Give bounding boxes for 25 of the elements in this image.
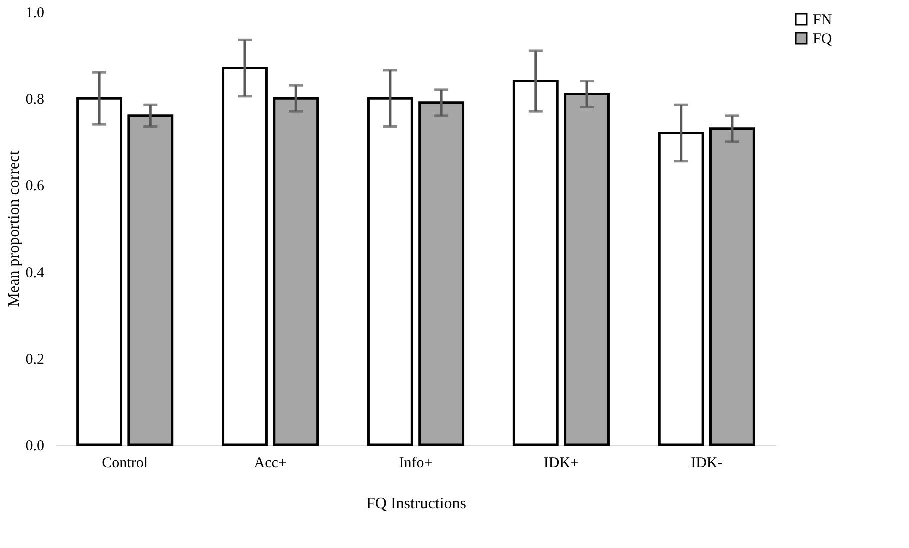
y-tick-label: 0.4 [26,265,45,282]
bar [512,80,559,446]
bar [76,97,123,446]
x-tick-label: IDK- [691,456,723,472]
x-axis-title: FQ Instructions [366,496,466,512]
y-tick-label: 0.6 [26,178,45,195]
bar [367,97,414,446]
legend-label: FN [813,12,832,28]
bar [658,132,704,446]
x-tick-label: Acc+ [254,456,287,472]
y-axis-title: Mean proportion correct [6,150,23,308]
y-tick-label: 1.0 [26,6,44,22]
bar [418,102,465,446]
bar [273,97,320,446]
bar [222,67,268,446]
y-tick-label: 0.8 [26,92,44,108]
x-tick-label: Info+ [399,456,433,472]
x-tick-label: Control [102,456,148,472]
y-tick-label: 0.2 [26,352,44,368]
bar [564,93,610,446]
bar [128,114,174,446]
x-tick-label: IDK+ [544,456,580,472]
bar [709,128,756,446]
y-tick-label: 0.0 [26,438,44,454]
legend-label: FQ [813,32,832,48]
